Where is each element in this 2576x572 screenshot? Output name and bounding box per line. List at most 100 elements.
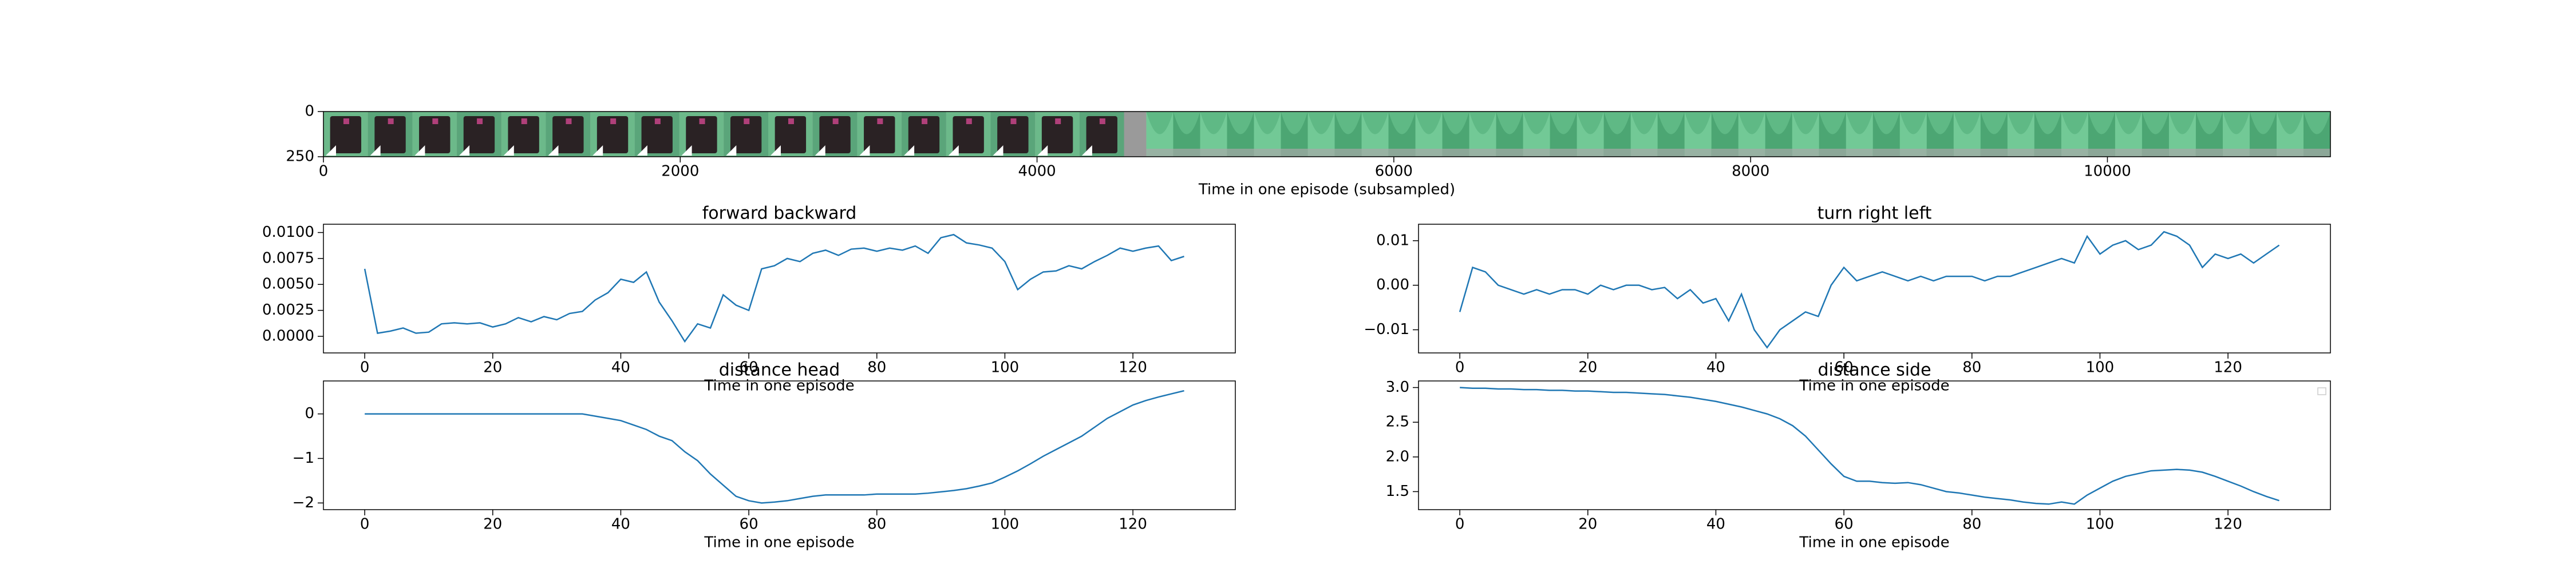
- image-ground: [1442, 149, 1469, 157]
- image-marker: [1081, 145, 1092, 156]
- x-tick-label: 100: [991, 516, 1020, 533]
- image-marker: [414, 145, 425, 156]
- data-line: [1459, 231, 2280, 349]
- x-tick-label: 60: [740, 516, 758, 533]
- image-curtain: [1738, 112, 1765, 157]
- image-ground: [1846, 149, 1873, 157]
- x-tick-label: 0: [319, 163, 329, 180]
- image-ground: [2034, 149, 2061, 157]
- chart-title: forward backward: [702, 204, 857, 224]
- x-axis-label: Time in one episode: [1799, 534, 1949, 551]
- x-axis-label: Time in one episode: [704, 378, 854, 395]
- image-marker: [948, 145, 959, 156]
- image-curtain: [1926, 112, 1954, 157]
- image-box: [997, 116, 1029, 153]
- image-marker: [503, 145, 514, 156]
- y-tick-label: 0.0025: [262, 301, 314, 319]
- x-tick-label: 60: [1835, 516, 1854, 533]
- image-ground: [1496, 149, 1523, 157]
- image-curtain: [2088, 112, 2115, 157]
- y-tick-label: 0.0050: [262, 276, 314, 293]
- image-curtain: [1819, 112, 1846, 157]
- y-tick-label: 0.00: [1376, 276, 1409, 293]
- image-ground: [2249, 149, 2277, 157]
- y-tick-label: 0.0075: [262, 249, 314, 267]
- x-tick-label: 10000: [2084, 163, 2131, 180]
- image-ground: [1577, 149, 1604, 157]
- image-curtain: [1496, 112, 1523, 157]
- image-marker: [993, 145, 1003, 156]
- image-box-light: [744, 118, 750, 124]
- image-curtain: [1334, 112, 1362, 157]
- image-ground: [1899, 149, 1927, 157]
- x-tick-label: 100: [2086, 359, 2115, 376]
- axes-frame: [1418, 380, 2331, 510]
- image-curtain: [1953, 112, 1981, 157]
- image-curtain: [1657, 112, 1685, 157]
- x-tick-label: 80: [867, 516, 886, 533]
- image-box-light: [521, 118, 527, 124]
- axes-frame: [323, 224, 1236, 353]
- image-ground: [1523, 149, 1550, 157]
- legend-box: [2317, 387, 2326, 395]
- image-curtain: [1307, 112, 1335, 157]
- image-box-light: [432, 118, 438, 124]
- x-tick-label: 60: [740, 359, 758, 376]
- y-tick-label: −0.01: [1364, 321, 1409, 338]
- image-ground: [1926, 149, 1954, 157]
- x-tick-label: 20: [483, 516, 502, 533]
- image-box: [641, 116, 673, 153]
- x-tick-label: 40: [1706, 359, 1725, 376]
- y-tick-label: 2.0: [1386, 448, 1409, 465]
- image-curtain: [1200, 112, 1227, 157]
- image-marker: [726, 145, 737, 156]
- image-ground: [1334, 149, 1362, 157]
- image-ground: [2007, 149, 2034, 157]
- x-tick-label: 2000: [661, 163, 699, 180]
- image-ground: [1657, 149, 1685, 157]
- image-ground: [1792, 149, 1819, 157]
- image-curtain: [2007, 112, 2034, 157]
- y-tick-label: 2.5: [1386, 414, 1409, 431]
- image-ground: [2115, 149, 2142, 157]
- x-tick-label: 80: [867, 359, 886, 376]
- image-curtain: [2303, 112, 2330, 157]
- image-box-light: [877, 118, 883, 124]
- x-tick-label: 100: [2086, 516, 2115, 533]
- image-ground: [2195, 149, 2223, 157]
- image-box-light: [477, 118, 483, 124]
- image-curtain: [1711, 112, 1739, 157]
- image-box: [330, 116, 362, 153]
- x-tick-label: 120: [2214, 516, 2242, 533]
- image-ground: [1980, 149, 2008, 157]
- image-marker: [637, 145, 647, 156]
- image-curtain: [1872, 112, 1900, 157]
- image-ground: [1254, 149, 1281, 157]
- axes-frame: [323, 111, 2331, 157]
- image-ground: [1872, 149, 1900, 157]
- image-box: [552, 116, 584, 153]
- image-ground: [2222, 149, 2250, 157]
- image-ground: [1953, 149, 1981, 157]
- x-tick-label: 0: [1455, 359, 1465, 376]
- x-tick-label: 120: [2214, 359, 2242, 376]
- image-curtain: [1173, 112, 1200, 157]
- y-tick-label: 0.01: [1376, 232, 1409, 249]
- image-box: [463, 116, 495, 153]
- x-tick-label: 40: [611, 359, 630, 376]
- image-box: [686, 116, 717, 153]
- image-box: [730, 116, 762, 153]
- image-box: [775, 116, 807, 153]
- image-ground: [1819, 149, 1846, 157]
- image-ground: [2142, 149, 2169, 157]
- x-tick-label: 40: [1706, 516, 1725, 533]
- image-curtain: [1442, 112, 1469, 157]
- image-curtain: [2168, 112, 2196, 157]
- image-curtain: [2195, 112, 2223, 157]
- y-tick-label: −2: [293, 494, 314, 511]
- image-curtain: [1899, 112, 1927, 157]
- data-line: [365, 390, 1184, 504]
- data-line: [364, 233, 1184, 343]
- image-curtain: [1227, 112, 1254, 157]
- image-curtain: [2222, 112, 2250, 157]
